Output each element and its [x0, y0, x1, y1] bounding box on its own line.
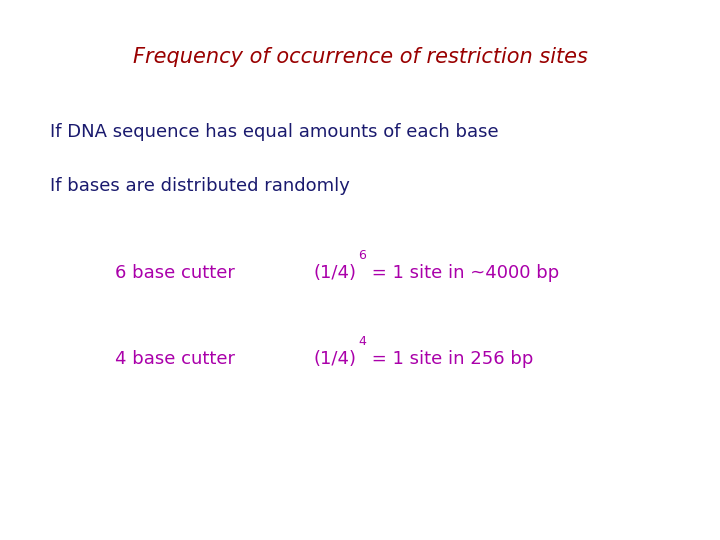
Text: (1/4): (1/4) — [313, 350, 356, 368]
Text: Frequency of occurrence of restriction sites: Frequency of occurrence of restriction s… — [132, 46, 588, 67]
Text: 4: 4 — [359, 335, 366, 348]
Text: = 1 site in 256 bp: = 1 site in 256 bp — [366, 350, 534, 368]
Text: 6 base cutter: 6 base cutter — [115, 264, 235, 282]
Text: If bases are distributed randomly: If bases are distributed randomly — [50, 177, 350, 195]
Text: = 1 site in ~4000 bp: = 1 site in ~4000 bp — [366, 264, 559, 282]
Text: If DNA sequence has equal amounts of each base: If DNA sequence has equal amounts of eac… — [50, 123, 499, 141]
Text: 6: 6 — [359, 249, 366, 262]
Text: 4 base cutter: 4 base cutter — [115, 350, 235, 368]
Text: (1/4): (1/4) — [313, 264, 356, 282]
